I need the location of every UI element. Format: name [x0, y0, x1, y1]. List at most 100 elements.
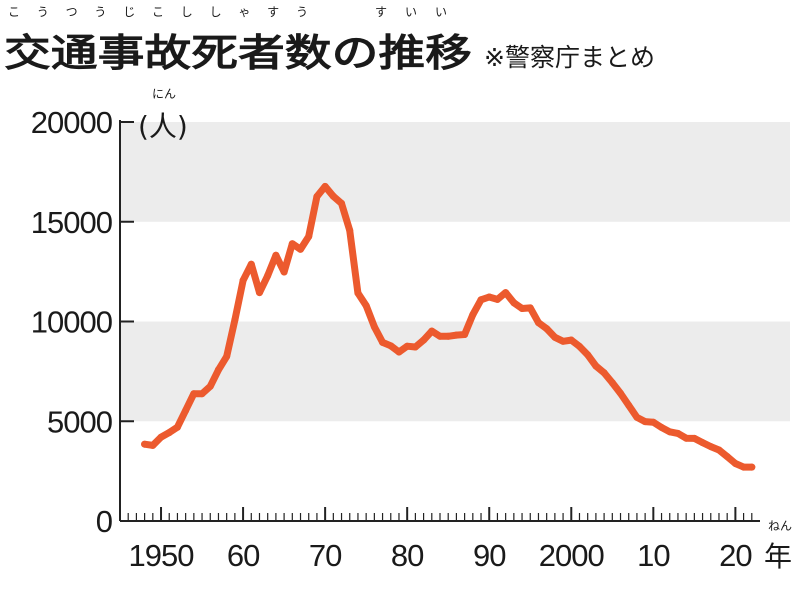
data-point	[362, 302, 370, 310]
data-point	[469, 311, 477, 319]
data-point	[264, 272, 272, 280]
data-point	[182, 406, 190, 414]
data-point	[493, 295, 501, 303]
source-note: ※警察庁まとめ	[484, 43, 655, 72]
y-tick-label: 15000	[31, 205, 113, 240]
data-point	[428, 327, 436, 335]
data-point	[206, 382, 214, 390]
y-tick-label: 0	[96, 504, 113, 539]
x-tick-label: 1950	[129, 538, 195, 573]
data-point	[608, 379, 616, 387]
data-point	[575, 342, 583, 350]
data-point	[395, 348, 403, 356]
data-point	[214, 366, 222, 374]
data-point	[658, 423, 666, 431]
chart-title: 交通事故死者数の推移	[4, 31, 472, 75]
data-point	[592, 362, 600, 370]
data-point	[297, 245, 305, 253]
data-point	[173, 423, 181, 431]
data-point	[354, 289, 362, 297]
y-tick-label: 10000	[31, 305, 113, 340]
data-point	[748, 463, 756, 471]
data-point	[674, 429, 682, 437]
y-tick-label: 5000	[47, 404, 113, 439]
data-point	[411, 343, 419, 351]
data-point	[485, 293, 493, 301]
x-unit-ruby: ねん	[768, 519, 792, 533]
data-point	[338, 199, 346, 207]
data-point	[231, 316, 239, 324]
data-point	[321, 182, 329, 190]
data-point	[329, 192, 337, 200]
data-point	[567, 336, 575, 344]
data-point	[190, 390, 198, 398]
x-tick-label: 90	[473, 538, 506, 573]
x-axis-ticks: 1950 60 70 80 90 2000 10 20	[127, 507, 753, 573]
x-tick-label: 60	[227, 538, 260, 573]
y-axis-ticks: 0 5000 10000 15000 20000	[31, 105, 134, 539]
data-point	[543, 325, 551, 333]
data-point	[707, 443, 715, 451]
data-point	[625, 401, 633, 409]
data-point	[420, 336, 428, 344]
data-point	[502, 289, 510, 297]
data-point	[600, 369, 608, 377]
title-ruby-1: こうつうじこししゃすう	[8, 5, 308, 19]
y-unit-ruby: にん	[152, 87, 176, 101]
data-point	[272, 251, 280, 259]
y-tick-label: 20000	[31, 105, 113, 140]
data-point	[477, 296, 485, 304]
data-point	[370, 323, 378, 331]
data-point	[305, 233, 313, 241]
y-axis-unit-label: (人)	[138, 110, 188, 143]
data-point	[379, 338, 387, 346]
data-point	[740, 463, 748, 471]
data-point	[280, 268, 288, 276]
data-point	[666, 428, 674, 436]
data-point	[633, 413, 641, 421]
x-tick-label: 80	[391, 538, 424, 573]
data-point	[461, 330, 469, 338]
x-tick-label: 2000	[539, 538, 605, 573]
x-tick-label: 20	[719, 538, 752, 573]
data-point	[288, 240, 296, 248]
data-point	[559, 337, 567, 345]
data-point	[165, 429, 173, 437]
x-tick-label: 70	[309, 538, 342, 573]
series-layer	[141, 182, 756, 471]
data-point	[346, 226, 354, 234]
data-point	[223, 352, 231, 360]
data-point	[534, 319, 542, 327]
data-point	[526, 304, 534, 312]
data-point	[157, 433, 165, 441]
data-point	[198, 390, 206, 398]
data-point	[247, 260, 255, 268]
x-tick-label: 10	[637, 538, 670, 573]
data-point	[141, 440, 149, 448]
data-point	[149, 441, 157, 449]
data-point	[452, 331, 460, 339]
data-point	[239, 276, 247, 284]
background-band	[120, 122, 790, 222]
data-point	[444, 332, 452, 340]
data-point	[584, 351, 592, 359]
data-point	[403, 342, 411, 350]
data-point	[731, 460, 739, 468]
data-point	[518, 305, 526, 313]
data-point	[649, 418, 657, 426]
data-point	[313, 193, 321, 201]
data-point	[436, 332, 444, 340]
data-point	[715, 446, 723, 454]
data-point	[510, 299, 518, 307]
data-point	[699, 439, 707, 447]
data-point	[723, 453, 731, 461]
data-point	[551, 333, 559, 341]
data-point	[682, 434, 690, 442]
data-point	[255, 289, 263, 297]
data-point	[690, 434, 698, 442]
data-point	[387, 342, 395, 350]
title-ruby-2: すいい	[375, 5, 447, 19]
background-bands	[120, 122, 790, 422]
x-axis-unit-label: 年	[764, 540, 792, 573]
